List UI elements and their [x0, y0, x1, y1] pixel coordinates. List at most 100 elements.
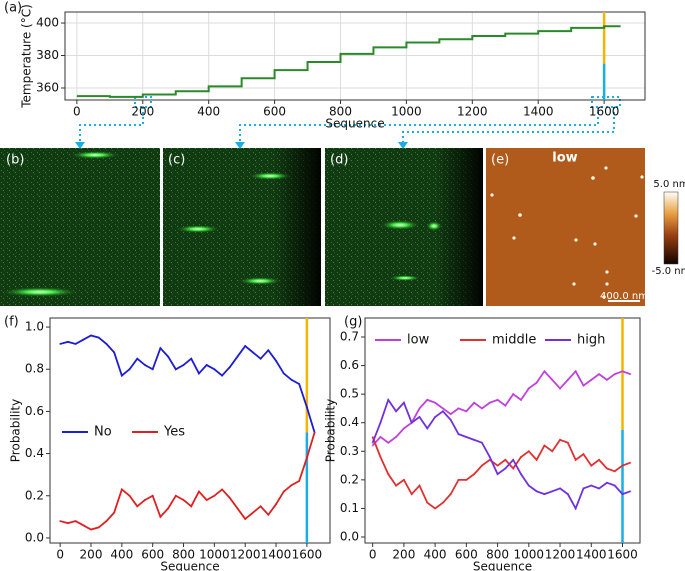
- data-point: [298, 383, 301, 386]
- data-point: [613, 484, 616, 487]
- data-point: [267, 349, 270, 352]
- x-axis-label: Sequence: [473, 560, 532, 571]
- y-tick-label: 0.4: [340, 415, 359, 429]
- y-tick-label: 360: [36, 80, 59, 94]
- data-point: [159, 515, 162, 518]
- data-point: [543, 370, 546, 373]
- data-point: [275, 503, 278, 506]
- data-point: [236, 355, 239, 358]
- data-point: [167, 355, 170, 358]
- data-point: [543, 493, 546, 496]
- data-point: [105, 520, 108, 523]
- data-point: [449, 413, 452, 416]
- data-point: [290, 378, 293, 381]
- data-point: [457, 407, 460, 410]
- data-point: [551, 450, 554, 453]
- x-tick-label: 0: [73, 105, 81, 119]
- data-point: [197, 490, 200, 493]
- data-point: [605, 467, 608, 470]
- condition-label: low: [552, 151, 577, 166]
- x-tick-label: 400: [197, 105, 220, 119]
- data-point: [371, 441, 374, 444]
- data-point: [629, 373, 632, 376]
- data-point: [527, 387, 530, 390]
- data-point: [512, 458, 515, 461]
- streak: [0, 287, 80, 297]
- data-point: [59, 342, 62, 345]
- data-point: [282, 372, 285, 375]
- series-line: [76, 25, 621, 98]
- data-point: [488, 401, 491, 404]
- streak: [380, 220, 420, 230]
- x-tick-label: 800: [486, 548, 509, 562]
- data-point: [387, 473, 390, 476]
- data-point: [305, 456, 308, 459]
- data-point: [473, 401, 476, 404]
- y-tick-label: 0.6: [25, 404, 44, 418]
- data-point: [566, 441, 569, 444]
- data-point: [496, 398, 499, 401]
- x-tick-label: 400: [110, 548, 133, 562]
- x-tick-label: 200: [131, 105, 154, 119]
- image-panels: 400.0 nm low 5.0 nm -5.0 nm: [0, 148, 685, 306]
- x-tick-label: 600: [263, 105, 286, 119]
- data-point: [74, 520, 77, 523]
- data-point: [520, 473, 523, 476]
- data-point: [426, 501, 429, 504]
- data-point: [251, 351, 254, 354]
- data-point: [387, 441, 390, 444]
- data-point: [379, 421, 382, 424]
- data-point: [113, 351, 116, 354]
- data-point: [426, 398, 429, 401]
- data-point: [590, 484, 593, 487]
- data-point: [151, 494, 154, 497]
- data-point: [66, 340, 69, 343]
- data-point: [590, 378, 593, 381]
- y-tick-label: 0.0: [25, 530, 44, 544]
- data-point: [402, 401, 405, 404]
- data-point: [621, 464, 624, 467]
- data-point: [441, 410, 444, 413]
- scale-bar-label: 400.0 nm: [600, 291, 648, 302]
- data-point: [259, 357, 262, 360]
- data-point: [371, 444, 374, 447]
- x-tick-label: 1400: [261, 548, 292, 562]
- data-point: [566, 493, 569, 496]
- data-point: [566, 378, 569, 381]
- y-tick-label: 0.6: [340, 358, 359, 372]
- data-point: [590, 464, 593, 467]
- panel-label: (d): [330, 153, 348, 168]
- data-point: [504, 404, 507, 407]
- data-point: [512, 393, 515, 396]
- data-point: [574, 370, 577, 373]
- data-point: [535, 458, 538, 461]
- data-point: [259, 505, 262, 508]
- data-point: [473, 438, 476, 441]
- x-tick-label: 800: [329, 105, 352, 119]
- x-tick-label: 1200: [545, 548, 576, 562]
- data-point: [371, 436, 374, 438]
- colorbar-max: 5.0 nm: [653, 179, 685, 190]
- data-point: [410, 493, 413, 496]
- data-point: [559, 487, 562, 490]
- data-point: [395, 436, 398, 438]
- y-tick-label: 0.4: [25, 446, 44, 460]
- data-point: [559, 387, 562, 390]
- data-point: [82, 524, 85, 527]
- data-point: [441, 407, 444, 410]
- data-point: [298, 480, 301, 483]
- y-axis-label: Probability: [324, 399, 338, 462]
- panel-label: (f): [4, 315, 19, 330]
- data-point: [543, 444, 546, 447]
- data-point: [480, 464, 483, 467]
- data-point: [174, 368, 177, 371]
- legend-label: Yes: [163, 425, 185, 440]
- data-point: [457, 433, 460, 436]
- rheed-b: [0, 148, 160, 306]
- data-point: [496, 473, 499, 476]
- data-point: [605, 378, 608, 381]
- y-tick-label: 0.5: [340, 387, 359, 401]
- data-point: [236, 507, 239, 510]
- series-line: [371, 436, 631, 510]
- data-point: [59, 520, 62, 523]
